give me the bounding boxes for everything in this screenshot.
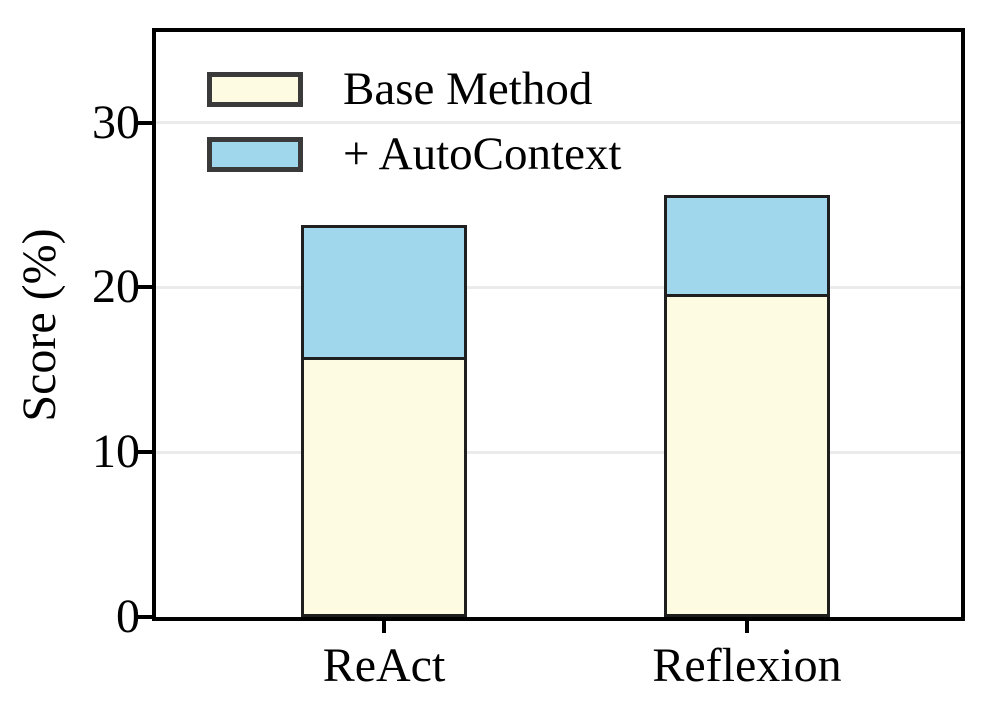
bar-segment-autocontext (301, 224, 467, 360)
y-axis-label: Score (%) (13, 228, 66, 422)
y-tick-mark-0 (138, 615, 152, 619)
gridline-30 (156, 121, 961, 125)
gridline-20 (156, 285, 961, 289)
x-category-label-reflexion: Reflexion (652, 639, 842, 692)
x-category-label-react: ReAct (322, 639, 446, 692)
y-tick-mark-10 (138, 450, 152, 455)
legend-label: + AutoContext (343, 128, 622, 180)
legend-item-1: + AutoContext (207, 131, 622, 178)
x-tick-mark-reflexion (745, 621, 749, 633)
bar-segment-base-method (301, 359, 467, 617)
legend-swatch-icon (207, 72, 303, 107)
y-tick-label-10: 10 (92, 425, 140, 479)
legend: Base Method + AutoContext (207, 66, 622, 202)
legend-item-0: Base Method (207, 66, 622, 113)
legend-swatch-icon (207, 137, 303, 172)
y-tick-label-30: 30 (92, 95, 140, 149)
x-tick-mark-react (382, 621, 386, 633)
bar-react (301, 224, 467, 617)
bar-reflexion (664, 195, 830, 617)
y-tick-label-20: 20 (92, 260, 140, 314)
y-tick-mark-30 (138, 120, 152, 125)
y-tick-mark-20 (138, 285, 152, 290)
bar-segment-autocontext (664, 195, 830, 298)
legend-label: Base Method (343, 63, 593, 115)
gridline-10 (156, 450, 961, 454)
bar-segment-base-method (664, 297, 830, 617)
plot-area: Base Method + AutoContext (152, 28, 965, 621)
y-tick-label-0: 0 (116, 590, 140, 643)
